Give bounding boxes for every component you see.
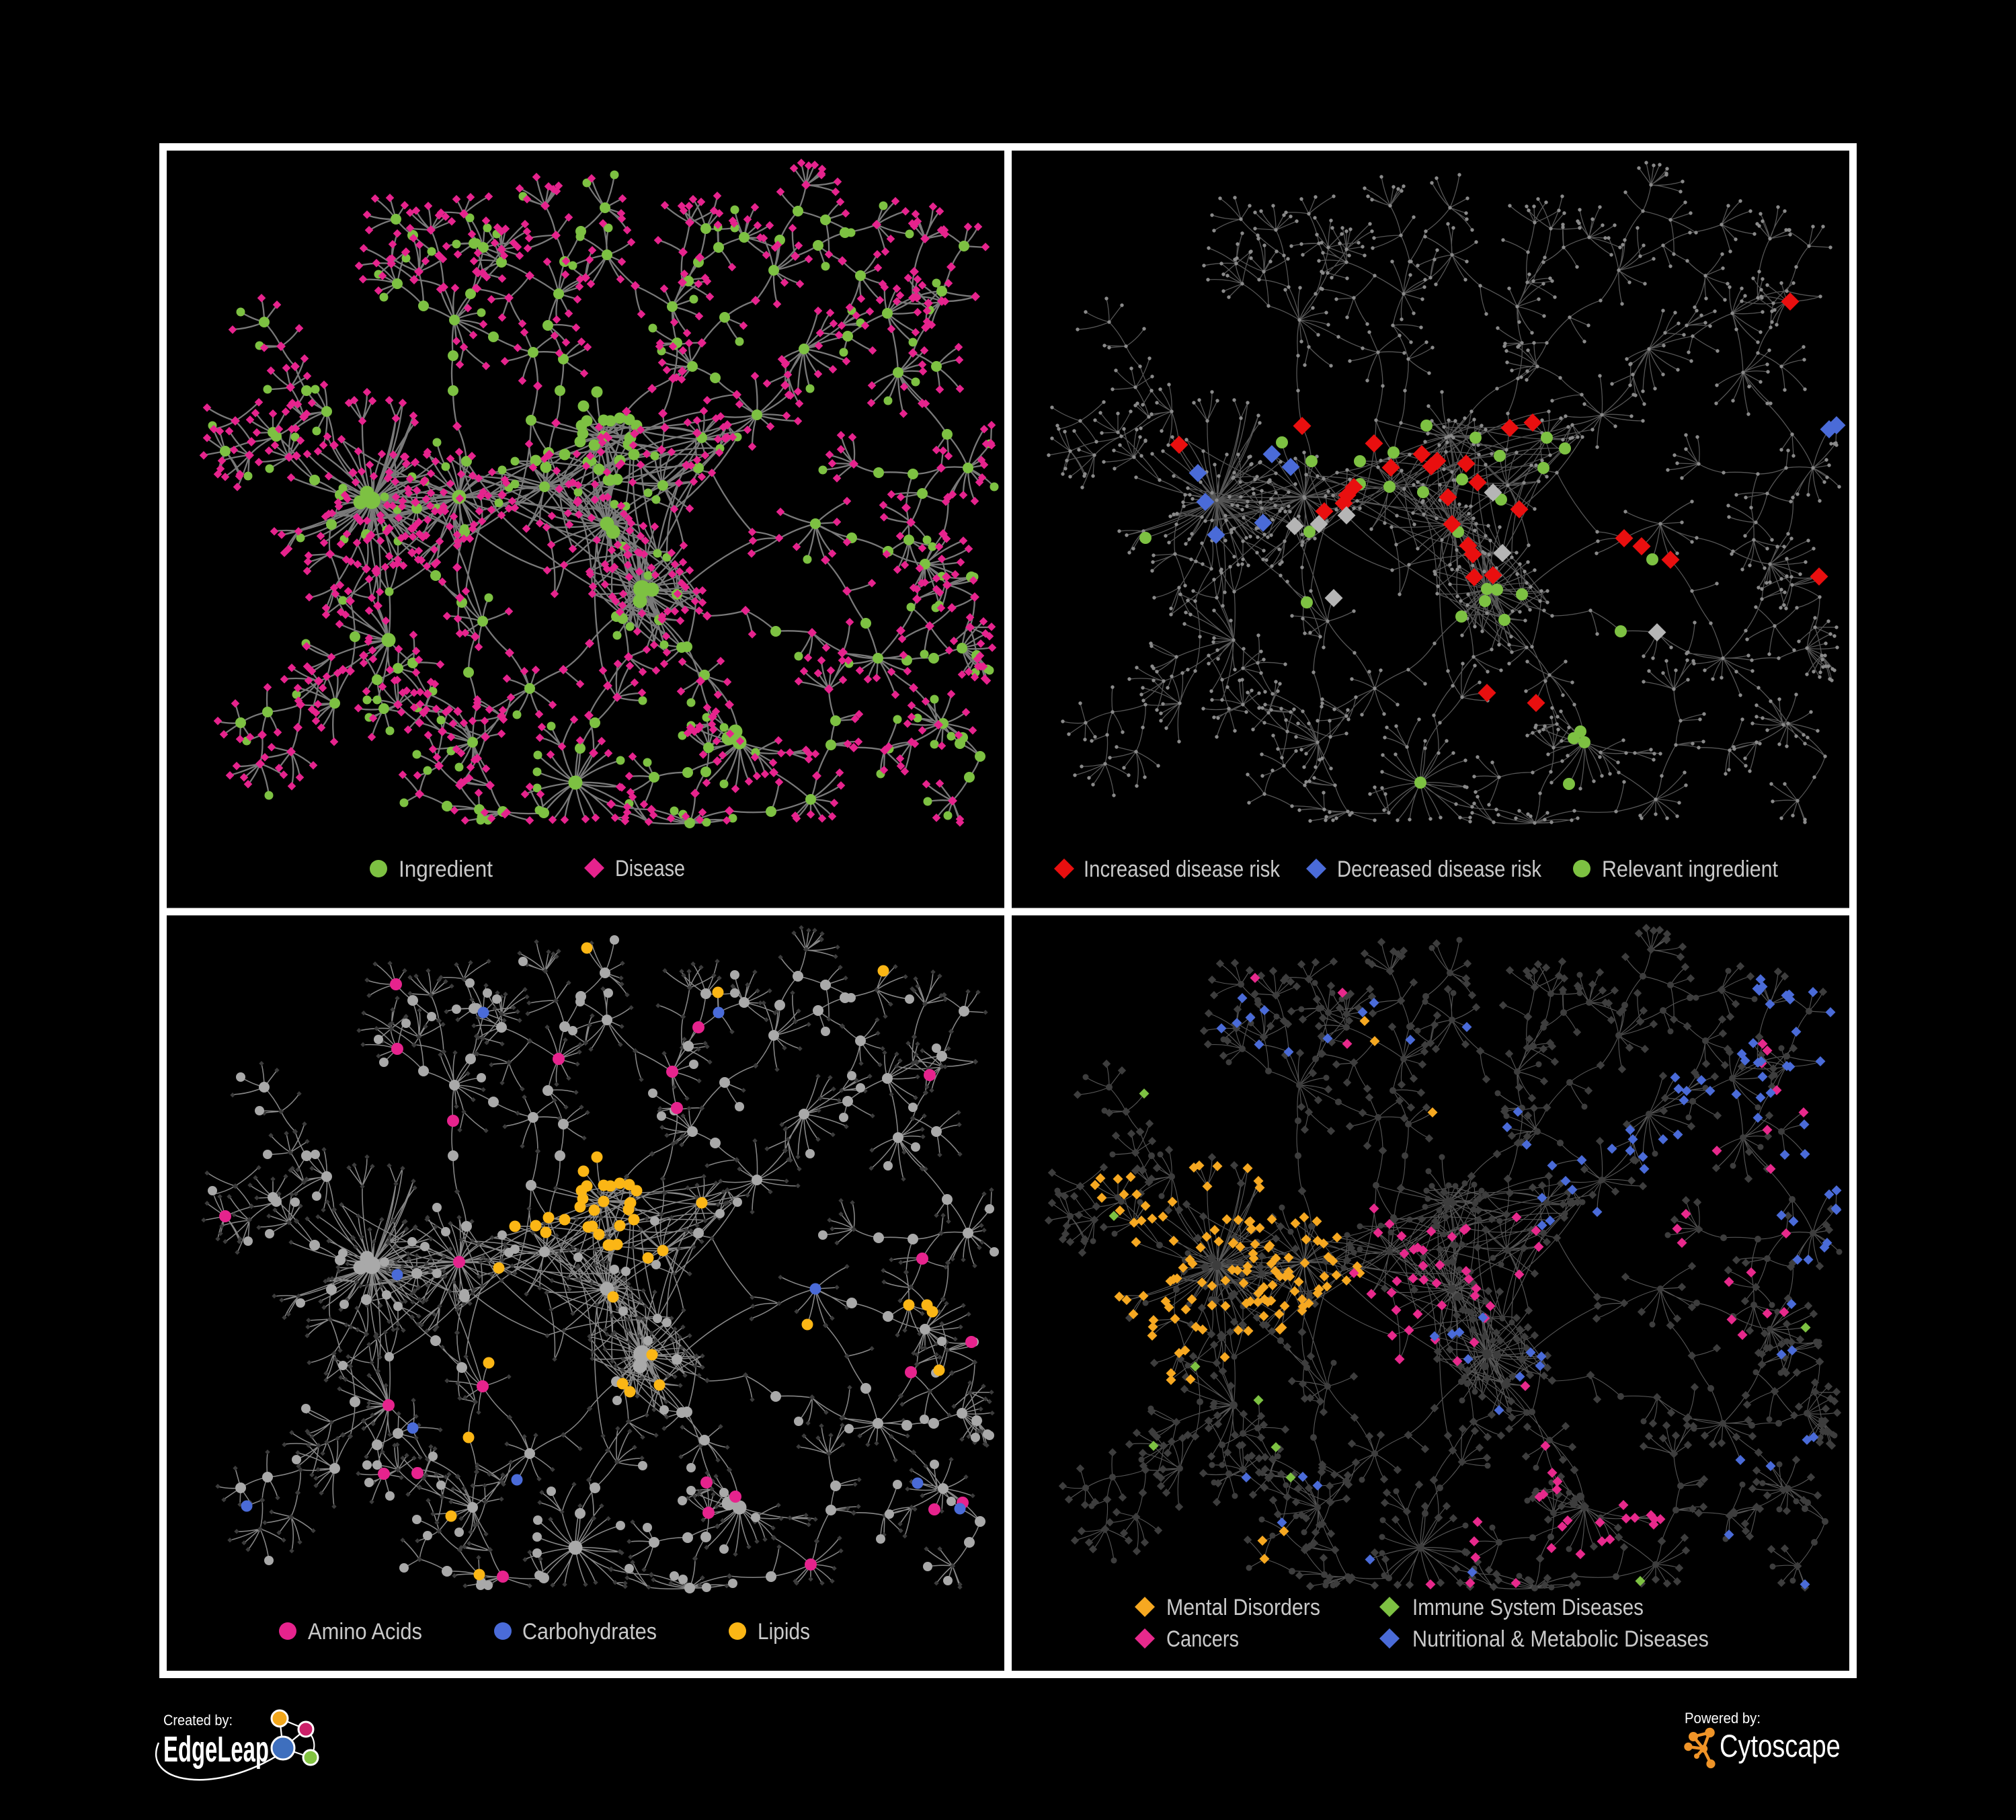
svg-text:Nutritional & Metabolic Diseas: Nutritional & Metabolic Diseases	[1412, 1626, 1709, 1652]
svg-text:Disease: Disease	[615, 856, 685, 881]
svg-text:Amino Acids: Amino Acids	[308, 1619, 422, 1645]
svg-text:Created by:: Created by:	[163, 1712, 233, 1729]
svg-text:EdgeLeap: EdgeLeap	[163, 1729, 269, 1770]
svg-text:Immune System Diseases: Immune System Diseases	[1412, 1595, 1644, 1620]
svg-text:Ingredient: Ingredient	[399, 857, 493, 882]
svg-text:Cytoscape: Cytoscape	[1720, 1729, 1841, 1764]
svg-text:Increased disease risk: Increased disease risk	[1084, 857, 1281, 882]
svg-text:Powered by:: Powered by:	[1685, 1710, 1761, 1727]
svg-text:Lipids: Lipids	[758, 1619, 810, 1645]
svg-text:Carbohydrates: Carbohydrates	[522, 1619, 657, 1645]
svg-text:Cancers: Cancers	[1166, 1626, 1239, 1652]
svg-text:Relevant ingredient: Relevant ingredient	[1602, 857, 1778, 882]
svg-text:Decreased disease risk: Decreased disease risk	[1337, 857, 1542, 882]
svg-text:Mental Disorders: Mental Disorders	[1166, 1595, 1320, 1620]
